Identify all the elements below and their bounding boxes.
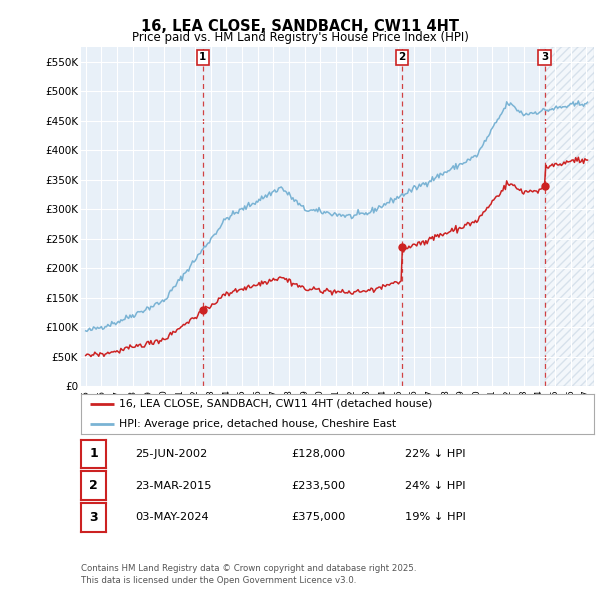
Bar [545,47,594,386]
Text: £375,000: £375,000 [291,513,346,522]
Text: 23-MAR-2015: 23-MAR-2015 [135,481,212,490]
Text: 16, LEA CLOSE, SANDBACH, CW11 4HT: 16, LEA CLOSE, SANDBACH, CW11 4HT [141,19,459,34]
Text: 1: 1 [199,53,206,62]
Text: Contains HM Land Registry data © Crown copyright and database right 2025.
This d: Contains HM Land Registry data © Crown c… [81,565,416,585]
Text: 3: 3 [89,511,98,524]
Text: 25-JUN-2002: 25-JUN-2002 [135,449,207,458]
Text: 24% ↓ HPI: 24% ↓ HPI [405,481,466,490]
Text: 3: 3 [541,53,548,62]
Text: £233,500: £233,500 [291,481,345,490]
Text: Price paid vs. HM Land Registry's House Price Index (HPI): Price paid vs. HM Land Registry's House … [131,31,469,44]
Text: £128,000: £128,000 [291,449,345,458]
Text: 1: 1 [89,447,98,460]
Text: 22% ↓ HPI: 22% ↓ HPI [405,449,466,458]
Text: 2: 2 [398,53,406,62]
Text: HPI: Average price, detached house, Cheshire East: HPI: Average price, detached house, Ches… [119,419,397,428]
Text: 2: 2 [89,479,98,492]
Text: 03-MAY-2024: 03-MAY-2024 [135,513,209,522]
Text: 16, LEA CLOSE, SANDBACH, CW11 4HT (detached house): 16, LEA CLOSE, SANDBACH, CW11 4HT (detac… [119,399,433,408]
Text: 19% ↓ HPI: 19% ↓ HPI [405,513,466,522]
